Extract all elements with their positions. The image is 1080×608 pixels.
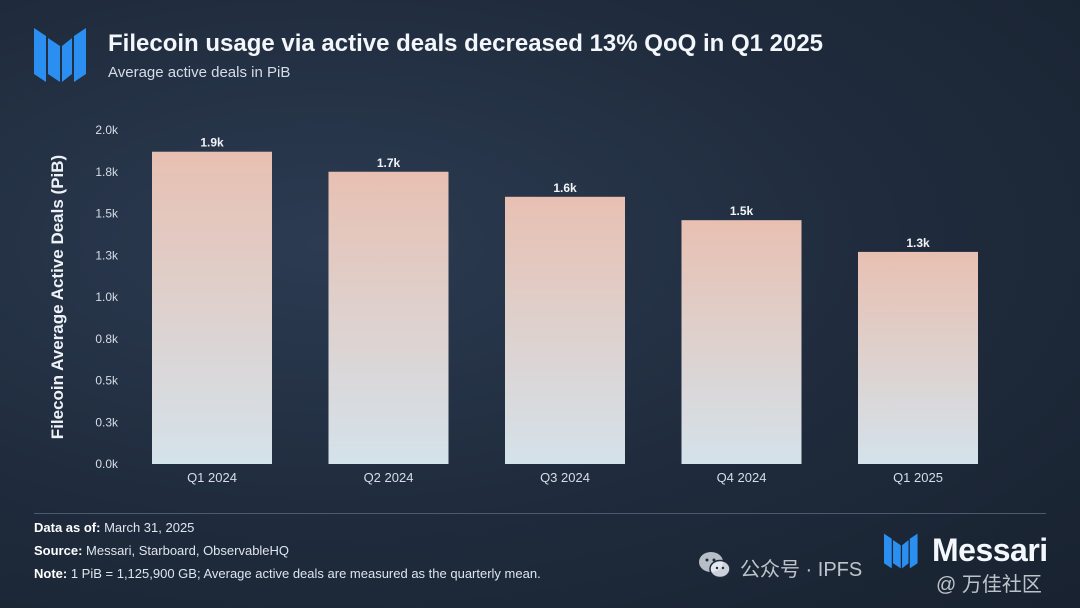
bar-value-label: 1.6k bbox=[553, 181, 577, 195]
source-value: Messari, Starboard, ObservableHQ bbox=[82, 543, 290, 558]
bar-value-label: 1.7k bbox=[377, 156, 401, 170]
watermark-right: @ 万佳社区 bbox=[936, 574, 1042, 596]
note-value: 1 PiB = 1,125,900 GB; Average active dea… bbox=[67, 566, 541, 581]
data-as-of-value: March 31, 2025 bbox=[100, 520, 195, 535]
watermark-left: 公众号 · IPFS bbox=[740, 559, 863, 581]
y-tick-label: 1.5k bbox=[95, 207, 119, 221]
bar bbox=[858, 251, 978, 464]
x-tick-label: Q2 2024 bbox=[364, 470, 414, 485]
messari-brand: Messari bbox=[884, 532, 1048, 569]
footer-source: Source: Messari, Starboard, ObservableHQ bbox=[34, 543, 289, 558]
y-tick-label: 0.8k bbox=[95, 332, 119, 346]
bar-chart: Filecoin Average Active Deals (PiB) 0.0k… bbox=[48, 123, 978, 485]
x-tick-label: Q1 2025 bbox=[893, 470, 943, 485]
x-tick-label: Q1 2024 bbox=[187, 470, 237, 485]
y-tick-label: 0.5k bbox=[95, 374, 119, 388]
bar-value-label: 1.5k bbox=[730, 204, 754, 218]
bar bbox=[505, 196, 625, 465]
footer-note: Note: 1 PiB = 1,125,900 GB; Average acti… bbox=[34, 566, 541, 581]
bar bbox=[328, 171, 449, 464]
y-tick-label: 0.0k bbox=[95, 457, 119, 471]
footer-data-as-of: Data as of: March 31, 2025 bbox=[34, 520, 194, 535]
y-tick-label: 1.3k bbox=[95, 248, 119, 262]
x-tick-label: Q3 2024 bbox=[540, 470, 590, 485]
messari-logo-icon bbox=[34, 28, 86, 82]
x-tick-label: Q4 2024 bbox=[717, 470, 767, 485]
bar bbox=[681, 220, 802, 464]
y-tick-label: 1.0k bbox=[95, 290, 119, 304]
brand-name: Messari bbox=[932, 532, 1048, 568]
source-label: Source: bbox=[34, 543, 83, 558]
data-as-of-label: Data as of: bbox=[34, 520, 101, 535]
y-tick-label: 1.8k bbox=[95, 165, 119, 179]
note-label: Note: bbox=[34, 566, 68, 581]
wechat-icon bbox=[699, 552, 731, 579]
bar bbox=[152, 151, 272, 464]
bar-value-label: 1.3k bbox=[906, 236, 930, 250]
footer-divider bbox=[34, 513, 1046, 514]
y-tick-label: 0.3k bbox=[95, 415, 119, 429]
chart-title: Filecoin usage via active deals decrease… bbox=[108, 30, 824, 57]
chart-subtitle: Average active deals in PiB bbox=[108, 64, 291, 81]
y-axis-label: Filecoin Average Active Deals (PiB) bbox=[48, 155, 67, 439]
bar-value-label: 1.9k bbox=[200, 136, 224, 150]
y-tick-label: 2.0k bbox=[95, 123, 119, 137]
messari-brand-icon bbox=[884, 533, 918, 568]
